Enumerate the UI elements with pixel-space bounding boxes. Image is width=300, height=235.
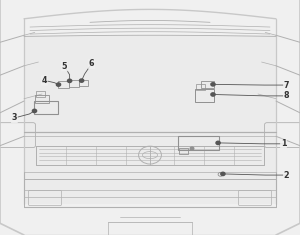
Circle shape bbox=[68, 79, 72, 82]
Circle shape bbox=[216, 141, 220, 145]
Text: 8: 8 bbox=[284, 91, 289, 100]
Text: 7: 7 bbox=[284, 81, 289, 90]
Text: 1: 1 bbox=[281, 139, 286, 148]
Circle shape bbox=[211, 83, 215, 86]
Circle shape bbox=[211, 93, 215, 96]
Circle shape bbox=[32, 109, 37, 113]
Bar bbox=[24, 35, 276, 204]
Circle shape bbox=[80, 79, 84, 82]
Circle shape bbox=[56, 83, 61, 86]
Text: 5: 5 bbox=[62, 62, 67, 71]
Text: 2: 2 bbox=[284, 171, 289, 180]
Text: 3: 3 bbox=[12, 114, 17, 122]
Text: 6: 6 bbox=[89, 59, 94, 68]
Text: 4: 4 bbox=[42, 76, 47, 85]
Circle shape bbox=[190, 147, 194, 150]
Circle shape bbox=[221, 172, 225, 176]
